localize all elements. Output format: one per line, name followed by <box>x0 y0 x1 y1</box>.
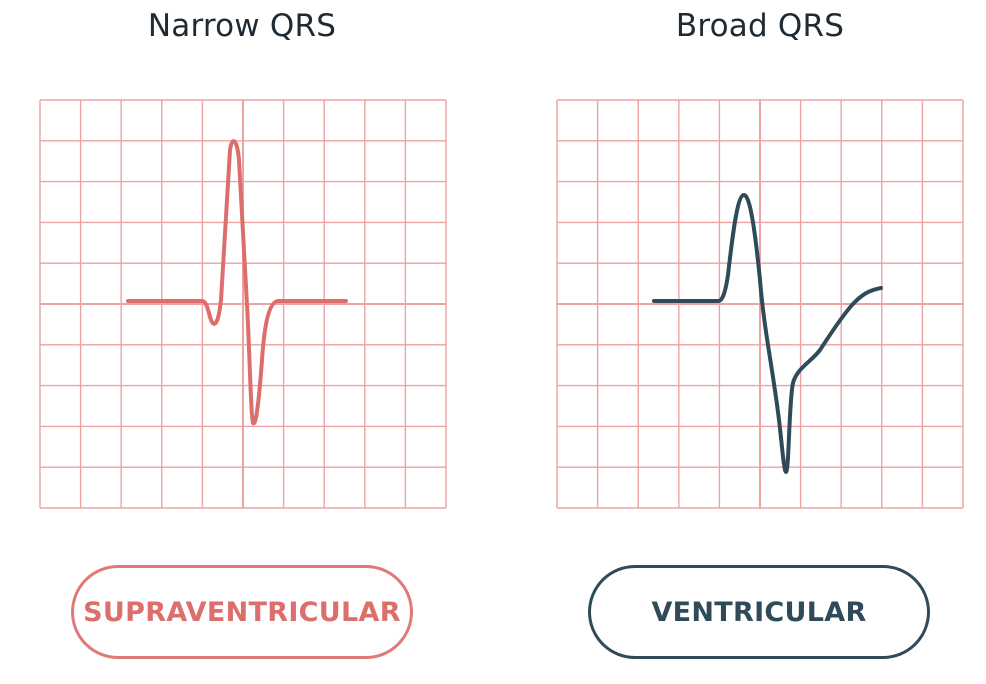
broad-qrs-trace <box>652 193 883 474</box>
ecg-grid <box>556 99 964 509</box>
ventricular-button[interactable]: VENTRICULAR <box>588 565 930 659</box>
ecg-graph-narrow-qrs <box>39 99 447 509</box>
ecg-graph-broad-qrs <box>556 99 964 509</box>
narrow-qrs-trace <box>126 139 348 426</box>
panel-title-broad-qrs: Broad QRS <box>675 8 845 44</box>
panel-title-narrow-qrs: Narrow QRS <box>147 8 337 44</box>
ecg-grid <box>39 99 447 509</box>
supraventricular-button[interactable]: SUPRAVENTRICULAR <box>71 565 413 659</box>
